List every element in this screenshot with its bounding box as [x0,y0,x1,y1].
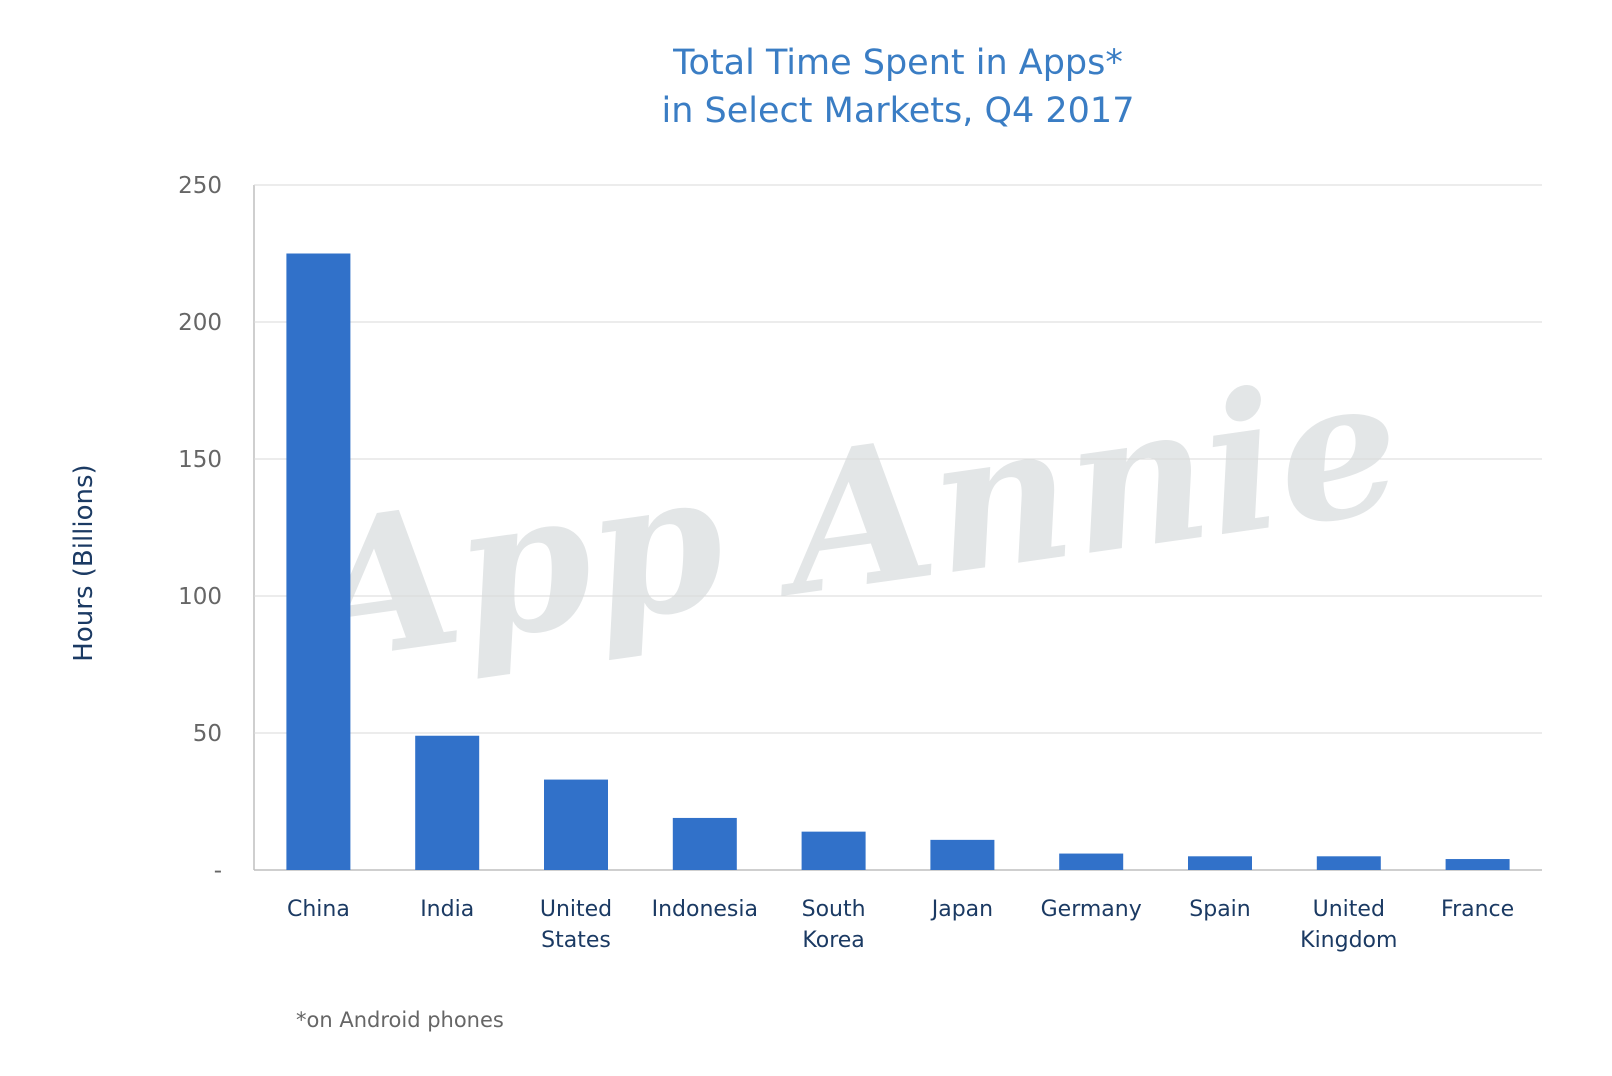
bar [1445,859,1510,870]
x-tick-label: South Korea [802,897,866,953]
footnote: *on Android phones [296,1008,504,1032]
bar [1316,856,1381,870]
y-tick-label: 100 [178,584,222,610]
bar [801,831,866,870]
bar [544,779,608,870]
chart-title-line-2: in Select Markets, Q4 2017 [662,91,1135,131]
y-tick-label: 250 [178,173,222,199]
bar [1188,856,1252,870]
x-tick-label: India [420,897,474,922]
x-tick-label: Indonesia [652,897,758,922]
bar [286,253,351,870]
x-tick-label: United States [540,897,612,953]
bar [1059,853,1124,870]
bar [672,817,737,870]
y-tick-label: - [214,858,222,884]
x-tick-label: China [287,897,350,922]
y-tick-label: 200 [178,310,222,336]
watermark-logo: App Annie [282,332,1413,707]
x-tick-label: France [1441,897,1514,922]
y-axis-ticks: - 50 100 150 200 250 [178,173,222,884]
x-tick-label: Japan [930,897,993,922]
y-tick-label: 50 [193,721,222,747]
y-tick-label: 150 [178,447,222,473]
x-tick-label: Spain [1189,897,1250,922]
chart-title-line-1: Total Time Spent in Apps* [672,43,1123,83]
x-axis-ticks: China India United States Indonesia South Kore… [287,897,1514,953]
x-tick-label: United Kingdom [1300,897,1397,953]
bar [930,839,995,870]
bar [415,735,480,870]
y-axis-label: Hours (Billions) [69,464,99,661]
bars [286,253,1510,870]
x-tick-label: Germany [1041,897,1142,922]
